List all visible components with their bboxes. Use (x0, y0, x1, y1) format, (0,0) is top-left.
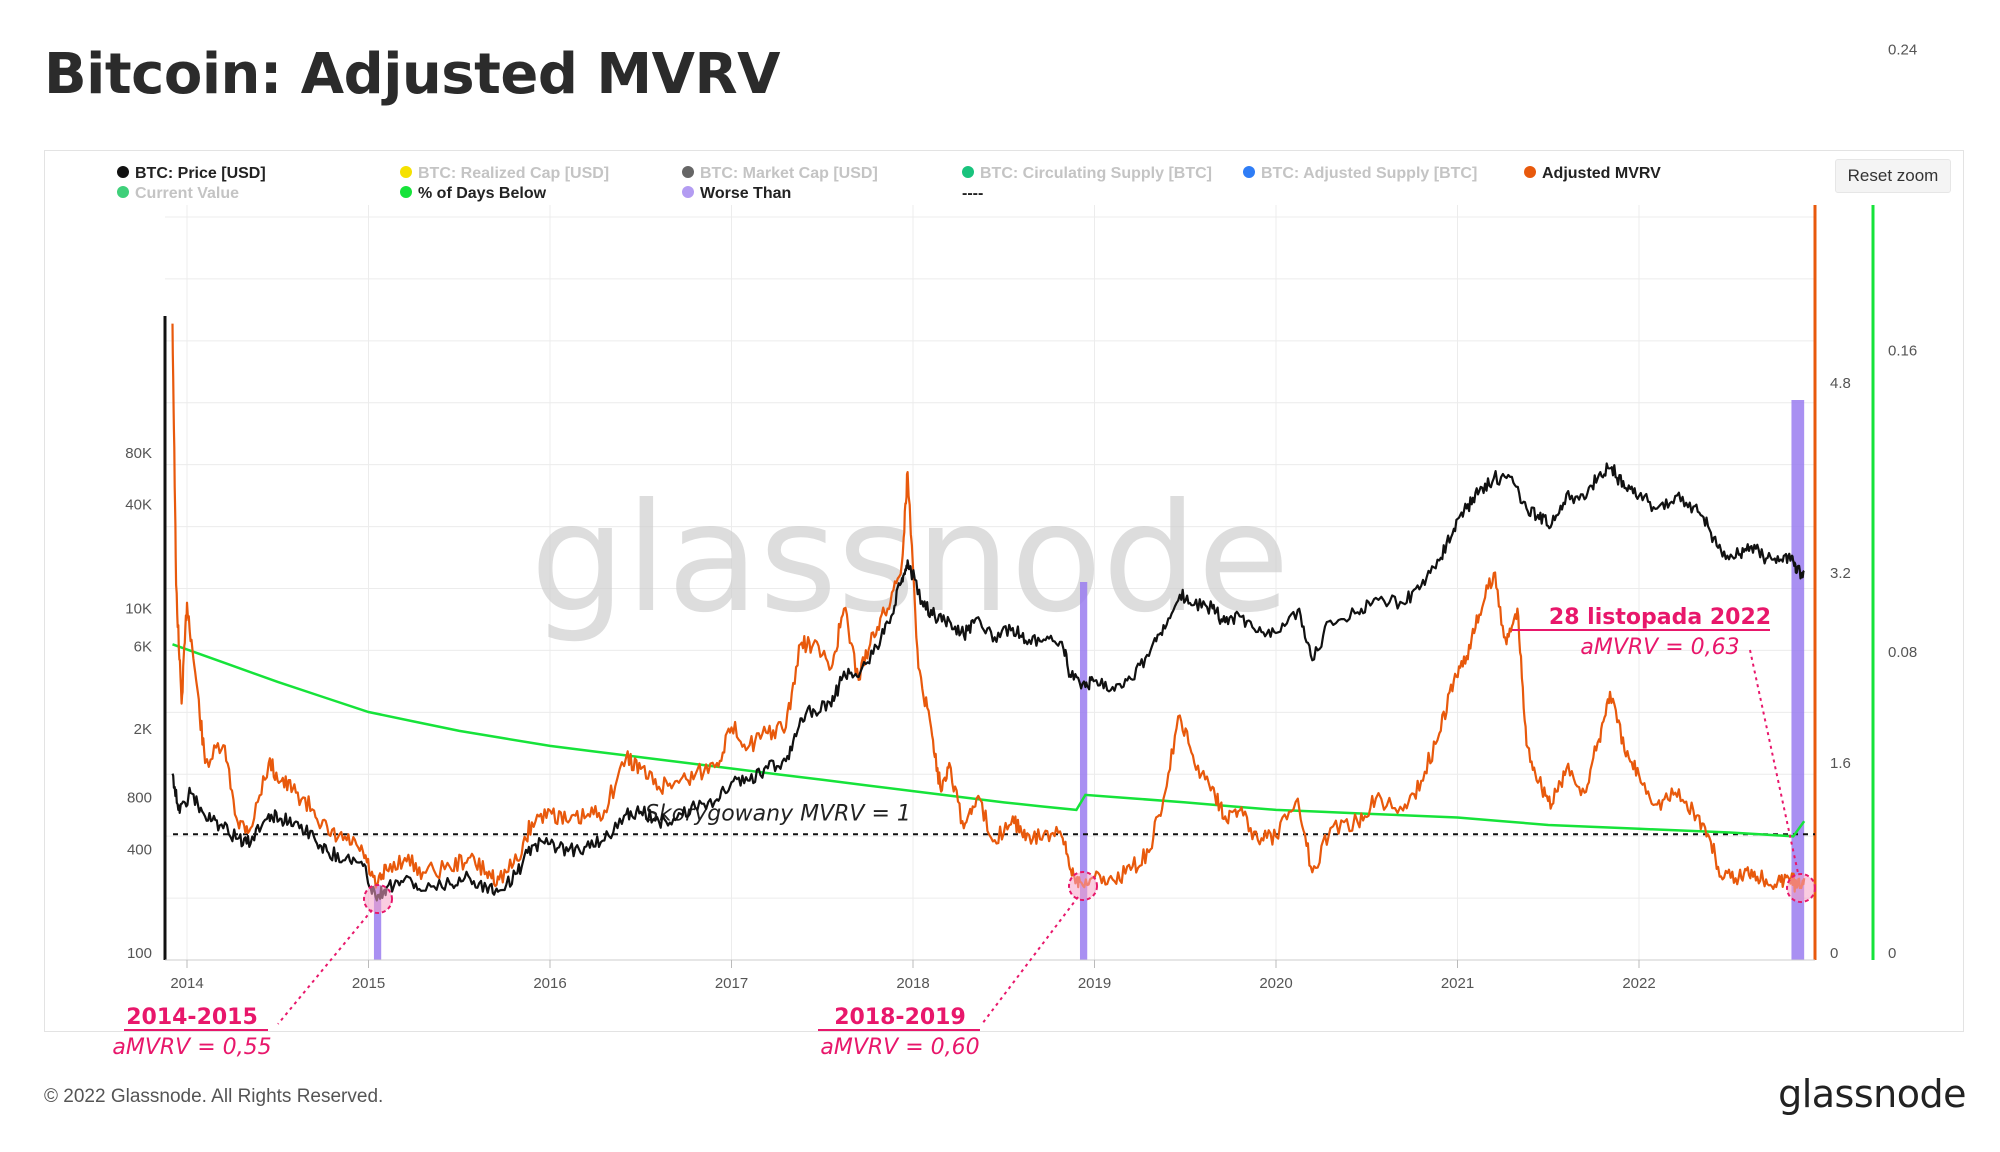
legend: BTC: Price [USD] BTC: Realized Cap [USD] B… (117, 165, 1661, 202)
annotation-leader (277, 909, 373, 1025)
annotations: 2014-2015 aMVRV = 0,55 2018-2019 aMVRV = 0,… (112, 605, 1816, 1060)
legend-marker (682, 166, 694, 178)
worse-than-band (1791, 400, 1805, 960)
low-point-marker (1786, 873, 1816, 903)
series: Skorygowany MVRV = 1 (171, 323, 1815, 902)
legend-item[interactable]: BTC: Market Cap [USD] (682, 165, 878, 182)
annotation-leader (981, 896, 1079, 1025)
legend-marker (1243, 166, 1255, 178)
legend-item[interactable]: % of Days Below (400, 185, 547, 202)
glassnode-logo: glassnode (1778, 1072, 1966, 1116)
y-days-tick-label: 0 (1888, 945, 1896, 962)
y-left-tick-label: 400 (127, 841, 152, 858)
legend-label: % of Days Below (418, 185, 547, 202)
y-mvrv-tick-label: 3.2 (1830, 565, 1851, 582)
page-title: Bitcoin: Adjusted MVRV (44, 42, 780, 107)
y-left-tick-label: 2K (134, 721, 152, 738)
y-left-tick-label: 100 (127, 945, 152, 962)
annotation-value: aMVRV = 0,55 (112, 1035, 271, 1060)
annotation-leader (1749, 649, 1799, 874)
copyright: © 2022 Glassnode. All Rights Reserved. (44, 1086, 384, 1107)
low-point-marker (1068, 871, 1098, 901)
legend-label: BTC: Price [USD] (135, 165, 266, 182)
worse-than-band (1079, 582, 1088, 960)
legend-marker (117, 166, 129, 178)
legend-label: BTC: Adjusted Supply [BTC] (1261, 165, 1477, 182)
annotation-title: 2018-2019 (834, 1005, 966, 1030)
grid-layer (165, 205, 1815, 961)
annotation-value: aMVRV = 0,63 (1580, 635, 1739, 660)
legend-item[interactable]: Worse Than (682, 185, 791, 202)
x-tick-label: 2014 (170, 975, 203, 992)
legend-item[interactable]: BTC: Realized Cap [USD] (400, 165, 609, 182)
legend-label: BTC: Realized Cap [USD] (418, 165, 609, 182)
legend-item[interactable]: ---- (962, 185, 983, 202)
y-mvrv-tick-label: 4.8 (1830, 375, 1851, 392)
legend-item[interactable]: BTC: Circulating Supply [BTC] (962, 165, 1212, 182)
legend-marker (682, 186, 694, 198)
x-tick-label: 2015 (352, 975, 385, 992)
legend-label: BTC: Circulating Supply [BTC] (980, 165, 1212, 182)
y-left-tick-label: 10K (125, 600, 152, 617)
y-left-tick-label: 40K (125, 497, 152, 514)
legend-item[interactable]: BTC: Price [USD] (117, 165, 266, 182)
reset-zoom-button[interactable]: Reset zoom (1835, 159, 1951, 193)
x-tick-label: 2021 (1441, 975, 1474, 992)
legend-label: BTC: Market Cap [USD] (700, 165, 878, 182)
x-tick-label: 2019 (1078, 975, 1111, 992)
y-days-tick-label: 0.16 (1888, 343, 1917, 360)
y-left-tick-label: 80K (125, 445, 152, 462)
x-tick-label: 2018 (896, 975, 929, 992)
chart-frame (44, 150, 1964, 1032)
days-below-line (172, 643, 1806, 838)
low-point-marker (363, 884, 393, 914)
legend-label: Worse Than (700, 185, 791, 202)
legend-marker (117, 186, 129, 198)
adjusted-mvrv-line (171, 323, 1806, 893)
annotation-title: 28 listopada 2022 (1549, 605, 1771, 630)
legend-label: Current Value (135, 185, 239, 202)
y-mvrv-tick-label: 1.6 (1830, 755, 1851, 772)
y-mvrv-tick-label: 0 (1830, 945, 1838, 962)
x-tick-label: 2022 (1622, 975, 1655, 992)
watermark: glassnode (530, 472, 1289, 646)
btc-price-line (171, 462, 1805, 902)
legend-marker (400, 166, 412, 178)
legend-label: ---- (962, 185, 983, 202)
x-tick-label: 2017 (715, 975, 748, 992)
legend-marker (400, 186, 412, 198)
worse-than-band (373, 885, 382, 960)
x-tick-label: 2016 (533, 975, 566, 992)
legend-marker (962, 166, 974, 178)
legend-marker (1524, 166, 1536, 178)
legend-label: Adjusted MVRV (1542, 165, 1661, 182)
worse-than-bands (373, 400, 1805, 960)
y-days-tick-label: 0.24 (1888, 41, 1917, 58)
legend-item[interactable]: BTC: Adjusted Supply [BTC] (1243, 165, 1477, 182)
x-tick-label: 2020 (1259, 975, 1292, 992)
y-days-tick-label: 0.08 (1888, 644, 1917, 661)
y-left-tick-label: 6K (134, 639, 152, 656)
annotation-value: aMVRV = 0,60 (820, 1035, 979, 1060)
annotation-title: 2014-2015 (126, 1005, 258, 1030)
legend-item[interactable]: Adjusted MVRV (1524, 165, 1661, 182)
legend-item[interactable]: Current Value (117, 185, 239, 202)
y-left-tick-label: 800 (127, 789, 152, 806)
